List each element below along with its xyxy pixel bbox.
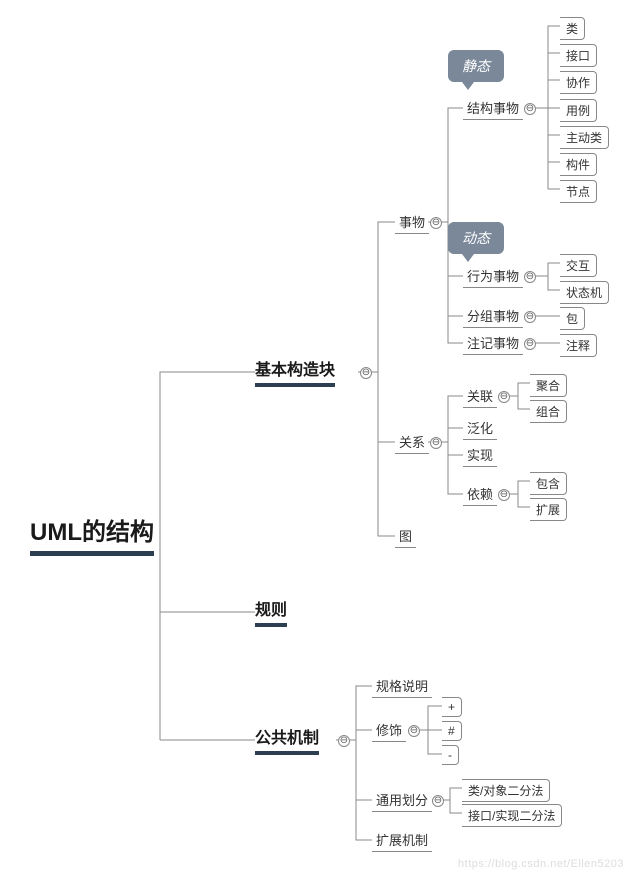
leaf-interface: 接口 [560,44,597,67]
sub-node-structural-things: 结构事物 [463,98,523,120]
sub-node-extension-mechanism: 扩展机制 [372,830,432,852]
toggle-icon[interactable]: ⊖ [498,391,510,403]
leaf-note: 注释 [560,334,597,357]
main-node-common-mechanisms: 公共机制 [255,724,319,755]
leaf-collaboration: 协作 [560,71,597,94]
sub-node-things: 事物 [395,212,429,234]
leaf-usecase: 用例 [560,99,597,122]
main-node-rules: 规则 [255,596,287,627]
sub-node-adornment: 修饰 [372,720,406,742]
toggle-icon[interactable]: ⊖ [524,338,536,350]
toggle-icon[interactable]: ⊖ [498,489,510,501]
leaf-interface-impl-dichotomy: 接口/实现二分法 [462,804,562,827]
sub-node-annotation-things: 注记事物 [463,333,523,355]
sub-node-generalization: 泛化 [463,418,497,440]
leaf-class-object-dichotomy: 类/对象二分法 [462,779,550,802]
leaf-extend: 扩展 [530,498,567,521]
sub-node-dependency: 依赖 [463,484,497,506]
leaf-include: 包含 [530,472,567,495]
leaf-composition: 组合 [530,400,567,423]
toggle-icon[interactable]: ⊖ [432,795,444,807]
main-node-basic-blocks: 基本构造块 [255,356,335,387]
leaf-minus: - [442,745,459,765]
toggle-icon[interactable]: ⊖ [524,311,536,323]
leaf-active-class: 主动类 [560,126,609,149]
sub-node-realization: 实现 [463,445,497,467]
leaf-hash: # [442,721,462,741]
callout-static: 静态 [448,50,504,82]
leaf-aggregation: 聚合 [530,374,567,397]
sub-node-behavioral-things: 行为事物 [463,266,523,288]
toggle-icon[interactable]: ⊖ [408,725,420,737]
leaf-plus: + [442,697,462,717]
sub-node-diagram: 图 [395,526,416,548]
sub-node-common-division: 通用划分 [372,790,432,812]
leaf-state-machine: 状态机 [560,281,609,304]
leaf-interaction: 交互 [560,254,597,277]
watermark-text: https://blog.csdn.net/Ellen5203 [458,858,624,870]
leaf-component: 构件 [560,153,597,176]
sub-node-specification: 规格说明 [372,676,432,698]
leaf-package: 包 [560,307,585,330]
toggle-icon[interactable]: ⊖ [360,367,372,379]
sub-node-relationships: 关系 [395,432,429,454]
toggle-icon[interactable]: ⊖ [430,217,442,229]
callout-dynamic: 动态 [448,222,504,254]
leaf-node: 节点 [560,180,597,203]
toggle-icon[interactable]: ⊖ [524,103,536,115]
root-node: UML的结构 [30,512,154,556]
toggle-icon[interactable]: ⊖ [524,271,536,283]
leaf-class: 类 [560,17,585,40]
toggle-icon[interactable]: ⊖ [338,735,350,747]
sub-node-association: 关联 [463,386,497,408]
toggle-icon[interactable]: ⊖ [430,437,442,449]
sub-node-grouping-things: 分组事物 [463,306,523,328]
